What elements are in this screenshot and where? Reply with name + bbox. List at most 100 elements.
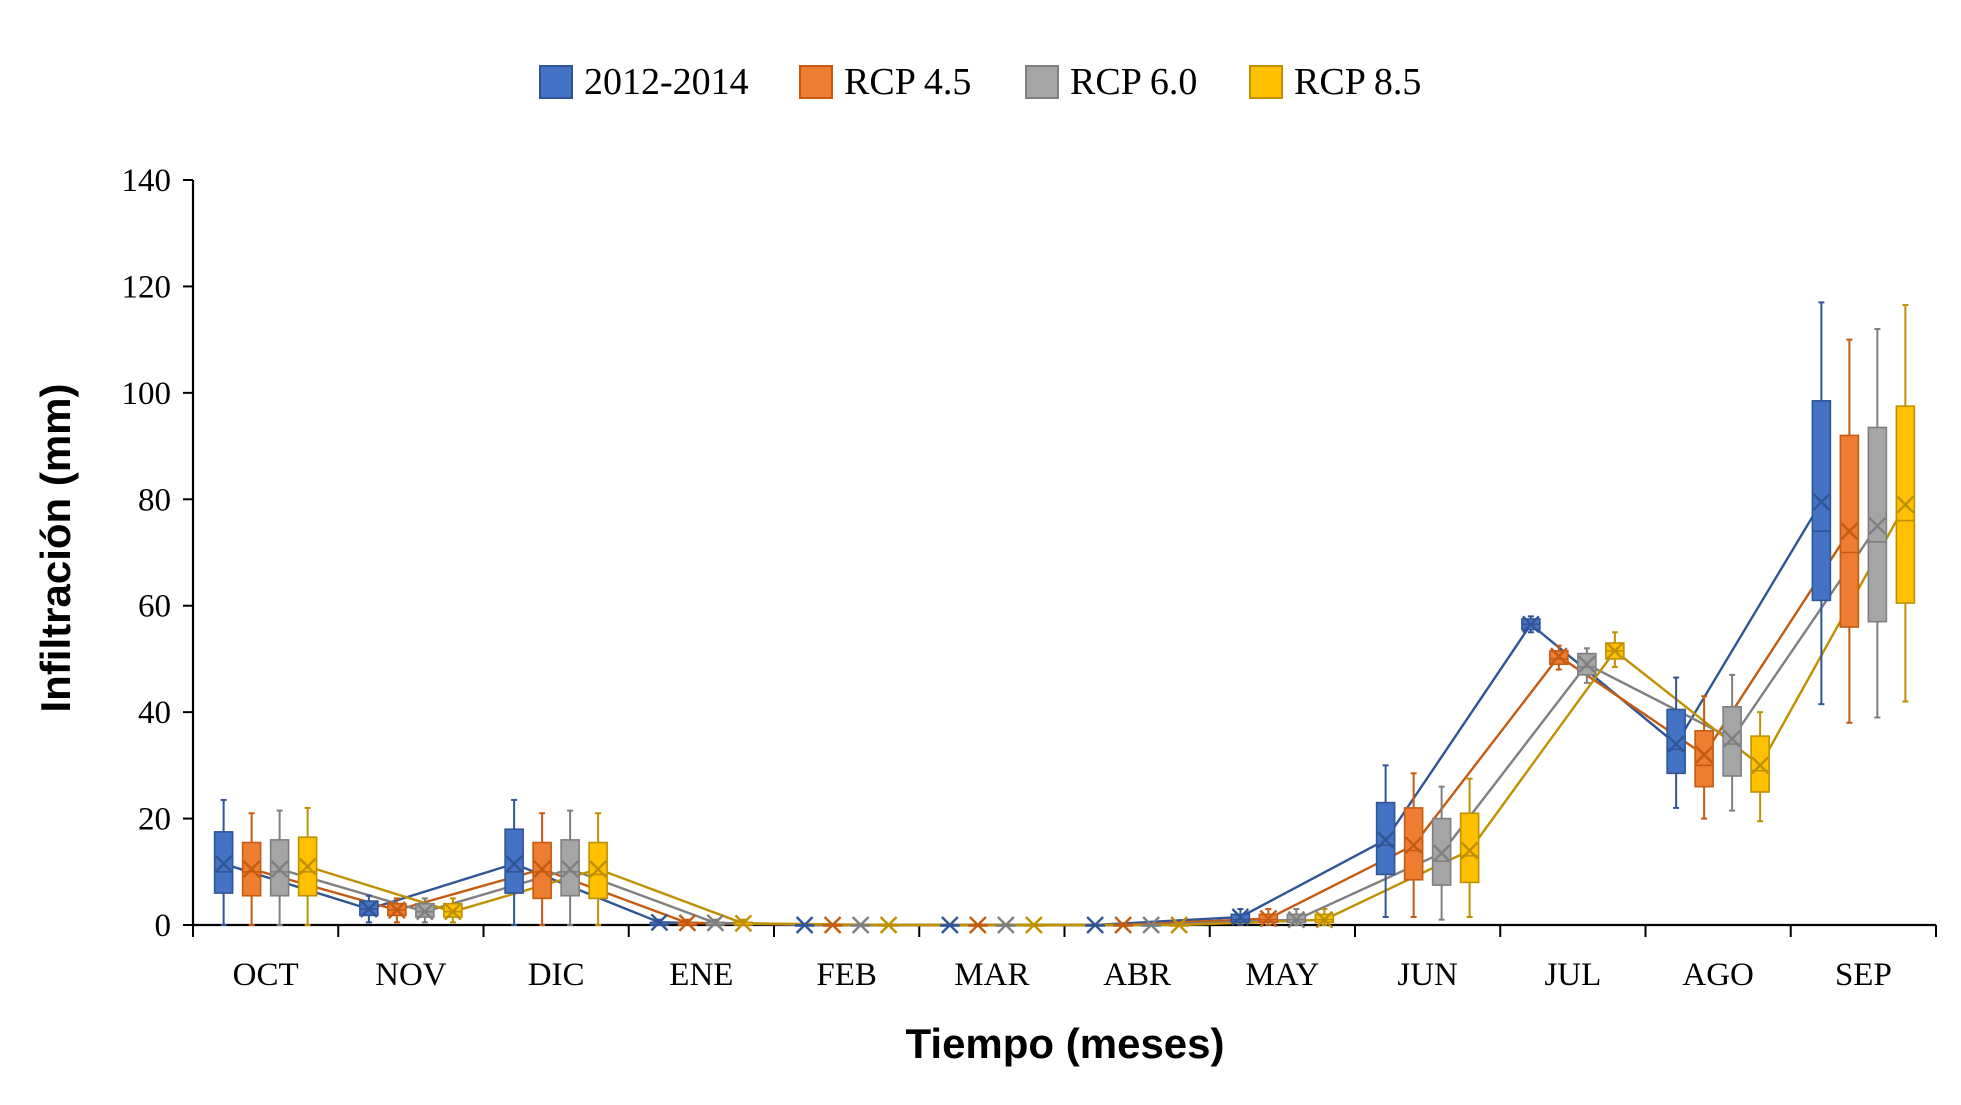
x-tick-label: ABR bbox=[1103, 957, 1171, 993]
mean-marker bbox=[1550, 647, 1568, 666]
mean-marker bbox=[388, 901, 406, 919]
mean-markers bbox=[214, 493, 1915, 934]
box bbox=[1459, 812, 1480, 884]
y-tick-label: 20 bbox=[138, 802, 171, 838]
mean-marker bbox=[1315, 910, 1334, 929]
mean-marker bbox=[1695, 745, 1713, 764]
mean-marker bbox=[1025, 916, 1043, 934]
mean-marker bbox=[879, 916, 898, 934]
x-tick-label: JUL bbox=[1544, 957, 1601, 993]
y-tick-label: 120 bbox=[122, 269, 172, 305]
boxplot-series-3-JUN bbox=[1459, 777, 1480, 919]
mean-marker bbox=[969, 916, 987, 934]
mean-marker bbox=[1404, 836, 1423, 855]
mean-marker bbox=[1578, 655, 1596, 674]
mean-marker bbox=[416, 902, 434, 921]
box bbox=[1694, 729, 1714, 788]
mean-marker bbox=[795, 916, 814, 934]
boxplot-series-1-AGO bbox=[1694, 695, 1714, 820]
mean-marker bbox=[1460, 841, 1479, 860]
boxplot-series-3-MAY bbox=[1314, 908, 1335, 926]
mean-marker bbox=[1751, 756, 1769, 775]
box bbox=[1722, 706, 1742, 777]
mean-line-series-1 bbox=[251, 530, 1851, 927]
legend-label: RCP 4.5 bbox=[844, 61, 971, 103]
legend-label: 2012-2014 bbox=[584, 61, 749, 103]
legend-swatch bbox=[1025, 65, 1059, 99]
y-tick-label: 140 bbox=[122, 163, 172, 199]
y-tick-label: 0 bbox=[155, 908, 172, 944]
mean-marker bbox=[1287, 910, 1306, 929]
mean-marker bbox=[589, 860, 607, 878]
axes: 0 20 40 60 80 100 120 140 OCT NOV DIC ENE FEB MAR ABR M… bbox=[122, 163, 1937, 993]
mean-marker bbox=[360, 900, 378, 918]
y-axis-title: Infiltración (mm) bbox=[32, 383, 79, 712]
boxplot-series-2-MAY bbox=[1286, 908, 1307, 926]
boxplot-series-2-SEP bbox=[1867, 328, 1888, 719]
mean-marker bbox=[851, 916, 870, 934]
mean-marker bbox=[1231, 908, 1250, 926]
boxplot-series-2-AGO bbox=[1722, 673, 1742, 812]
mean-marker bbox=[941, 916, 959, 934]
mean-marker bbox=[650, 913, 669, 932]
mean-marker bbox=[242, 860, 261, 878]
mean-line-series-0 bbox=[223, 501, 1823, 927]
box bbox=[504, 828, 524, 894]
mean-lines bbox=[223, 501, 1907, 927]
x-tick-label: JUN bbox=[1397, 957, 1458, 993]
mean-marker bbox=[1868, 517, 1887, 535]
x-tick-label: AGO bbox=[1682, 957, 1754, 993]
legend-item-series-3: RCP 8.5 bbox=[1249, 61, 1421, 103]
x-tick-label: MAR bbox=[954, 957, 1029, 993]
mean-marker bbox=[214, 854, 233, 873]
x-tick-label: OCT bbox=[233, 957, 299, 993]
y-tick-label: 60 bbox=[138, 589, 171, 625]
boxplots bbox=[213, 301, 1916, 927]
mean-marker bbox=[1114, 916, 1132, 934]
x-axis-title: Tiempo (meses) bbox=[906, 1020, 1225, 1067]
y-tick-label: 100 bbox=[122, 376, 172, 412]
mean-marker bbox=[997, 916, 1015, 934]
x-tick-label: MAY bbox=[1245, 957, 1319, 993]
mean-marker bbox=[561, 860, 579, 878]
mean-marker bbox=[1376, 831, 1395, 849]
mean-marker bbox=[533, 860, 551, 878]
mean-marker bbox=[1667, 735, 1685, 753]
mean-marker bbox=[1259, 909, 1278, 928]
mean-marker bbox=[298, 857, 317, 876]
mean-marker bbox=[706, 914, 725, 932]
y-tick-label: 80 bbox=[138, 482, 171, 518]
legend-label: RCP 8.5 bbox=[1294, 61, 1421, 103]
mean-marker bbox=[1896, 495, 1915, 514]
x-tick-label: SEP bbox=[1835, 957, 1892, 993]
legend-label: RCP 6.0 bbox=[1070, 61, 1197, 103]
mean-marker bbox=[1840, 522, 1859, 541]
legend-item-series-0: 2012-2014 bbox=[539, 61, 749, 103]
boxplot-series-0-DIC bbox=[504, 798, 524, 926]
mean-marker bbox=[505, 854, 523, 873]
mean-marker bbox=[1142, 916, 1160, 934]
mean-marker bbox=[678, 914, 697, 932]
legend-item-series-2: RCP 6.0 bbox=[1025, 61, 1197, 103]
legend-swatch bbox=[539, 65, 573, 99]
mean-marker bbox=[1606, 642, 1624, 660]
y-tick-label: 40 bbox=[138, 695, 171, 731]
x-tick-label: NOV bbox=[375, 957, 447, 993]
mean-marker bbox=[1723, 729, 1741, 748]
mean-marker bbox=[444, 902, 462, 921]
legend-item-series-1: RCP 4.5 bbox=[799, 61, 971, 103]
legend-swatch bbox=[1249, 65, 1283, 99]
mean-marker bbox=[823, 916, 842, 934]
mean-marker bbox=[1432, 844, 1451, 863]
x-tick-label: FEB bbox=[816, 957, 877, 993]
x-tick-label: ENE bbox=[669, 957, 733, 993]
boxplot-series-0-AGO bbox=[1666, 676, 1686, 809]
mean-marker bbox=[270, 860, 289, 878]
mean-marker bbox=[1812, 493, 1831, 511]
x-tick-label: DIC bbox=[528, 957, 585, 993]
mean-marker bbox=[1522, 615, 1540, 634]
legend-swatch bbox=[799, 65, 833, 99]
box bbox=[1666, 708, 1686, 775]
